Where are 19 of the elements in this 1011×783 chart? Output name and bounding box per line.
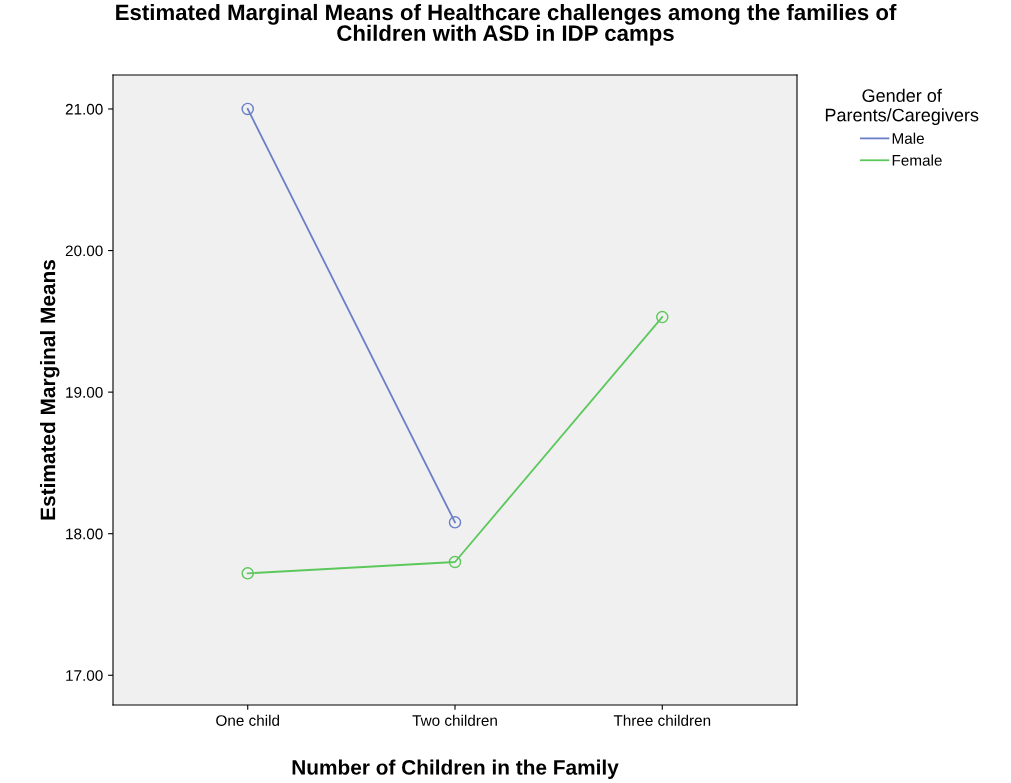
legend-label: Female [892, 154, 942, 166]
y-tick-label: 17.00 [66, 670, 103, 681]
y-axis-title: Estimated Marginal Means [39, 260, 60, 520]
x-tick-label: Two children [412, 714, 497, 726]
legend-label: Male [892, 132, 924, 144]
point [656, 310, 669, 324]
point [448, 555, 462, 569]
x-axis-title: Number of Children in the Family [292, 759, 619, 779]
legend-title: Gender of Parents/Caregivers [825, 88, 979, 126]
y-tick-label: 20.00 [65, 245, 103, 257]
x-tick-label: One child [216, 714, 280, 726]
y-tick-label: 18.00 [66, 528, 103, 540]
point [241, 567, 254, 580]
y-tick-label: 21.00 [65, 103, 103, 115]
x-tick-label: Three children [613, 714, 711, 726]
point [448, 516, 462, 529]
point [241, 102, 254, 116]
chart-title: Estimated Marginal Means of Healthcare challenges among the families of Children with ASD in IDP camps [116, 3, 897, 46]
y-tick-label: 19.00 [66, 386, 103, 398]
